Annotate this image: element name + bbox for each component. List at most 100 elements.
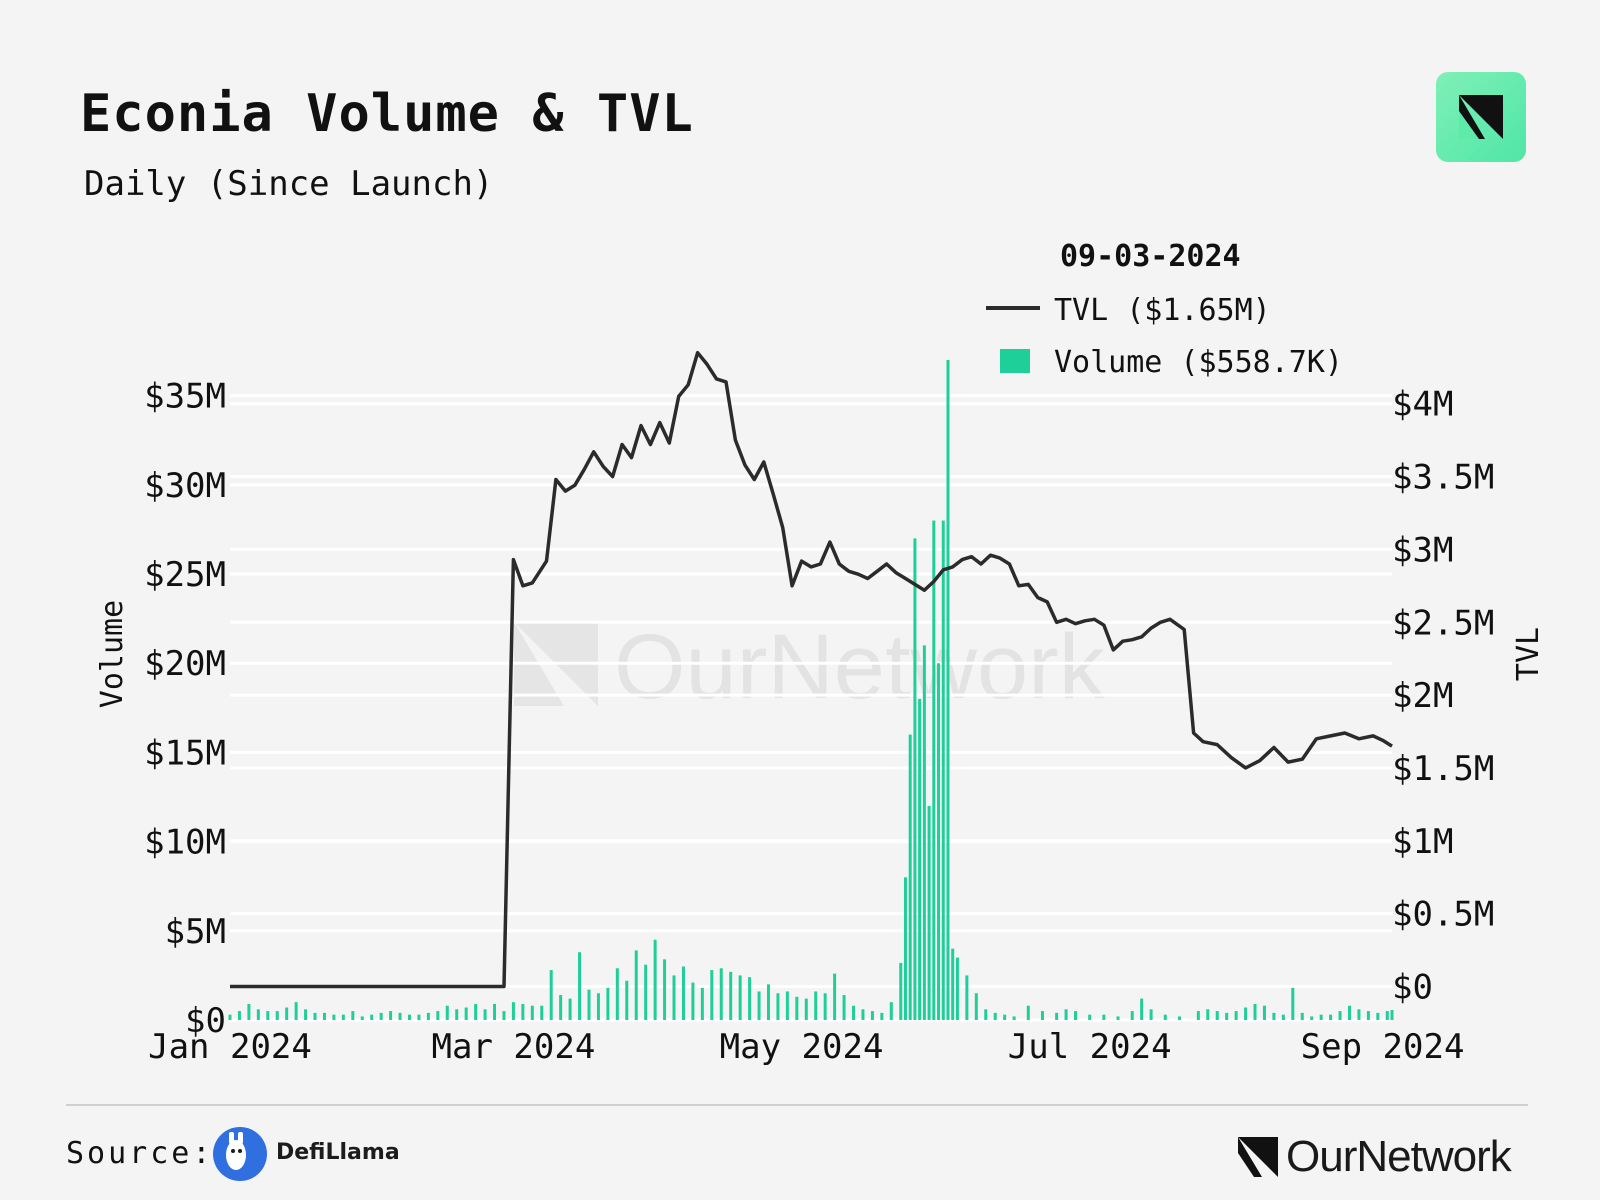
volume-bar: [776, 993, 780, 1020]
volume-bar: [417, 1014, 421, 1020]
x-tick-label: Sep 2024: [1301, 1027, 1465, 1067]
volume-bar: [804, 998, 808, 1020]
volume-bar: [407, 1014, 411, 1020]
volume-bar: [937, 663, 941, 1020]
y-right-tick-label: $1.5M: [1392, 749, 1494, 789]
volume-bar: [540, 1005, 544, 1020]
volume-bar: [596, 993, 600, 1020]
volume-bar: [445, 1005, 449, 1020]
volume-bar: [341, 1014, 345, 1020]
volume-bar: [285, 1007, 289, 1020]
volume-bar: [748, 977, 752, 1020]
volume-bar: [974, 993, 978, 1020]
volume-bar: [568, 998, 572, 1020]
volume-bar: [1074, 1011, 1078, 1020]
footer-brand: OurNetwork: [1238, 1132, 1512, 1182]
volume-bar: [1338, 1011, 1342, 1020]
volume-bar: [1281, 1014, 1285, 1020]
volume-bar: [1206, 1009, 1210, 1020]
volume-bar: [1149, 1009, 1153, 1020]
legend-volume-label: Volume ($558.7K): [1054, 345, 1343, 380]
volume-bar: [1272, 1012, 1276, 1020]
y-right-tick-label: $3M: [1392, 530, 1453, 570]
volume-bar: [1366, 1011, 1370, 1020]
tvl-line: [230, 350, 1393, 989]
volume-bar: [1329, 1014, 1333, 1020]
volume-bar: [1102, 1014, 1106, 1020]
volume-bar: [322, 1012, 326, 1020]
volume-bar: [1319, 1014, 1323, 1020]
axes: $0 $5M $10M $15M $20M $25M $30M $35M $0 $0.5M $1M $…: [144, 377, 1494, 1067]
legend-volume-swatch: [1000, 349, 1030, 373]
y-right-tick-label: $4M: [1392, 385, 1453, 425]
volume-bar: [932, 520, 936, 1020]
x-tick-label: May 2024: [720, 1027, 884, 1067]
y-right-tick-label: $1M: [1392, 822, 1453, 862]
watermark: OurNetwork: [514, 616, 1106, 718]
volume-bar: [578, 952, 582, 1020]
tvl-line-layer: [230, 350, 1393, 989]
y-axis-right-title: TVL: [1511, 627, 1546, 681]
defillama-llama-icon: [213, 1127, 267, 1181]
volume-bar: [474, 1003, 478, 1020]
y-left-tick-label: $30M: [144, 466, 226, 506]
volume-bar: [1347, 1005, 1351, 1020]
volume-bar: [379, 1012, 383, 1020]
volume-bar: [606, 987, 610, 1020]
ournetwork-footer-logo-icon: [1238, 1137, 1278, 1177]
volume-bar: [360, 1016, 364, 1020]
volume-bar: [615, 968, 619, 1020]
y-right-tick-label: $0: [1392, 967, 1433, 1007]
volume-bar: [672, 975, 676, 1020]
volume-bar: [965, 975, 969, 1020]
volume-bar: [1055, 1012, 1059, 1020]
volume-bar: [918, 698, 922, 1020]
x-tick-label: Jul 2024: [1008, 1027, 1172, 1067]
y-right-tick-label: $2M: [1392, 676, 1453, 716]
volume-bar: [927, 805, 931, 1020]
volume-bar: [1357, 1009, 1361, 1020]
volume-bar: [1310, 1016, 1314, 1020]
volume-bar: [483, 1009, 487, 1020]
volume-bar: [908, 734, 912, 1020]
volume-bar: [823, 993, 827, 1020]
volume-bar: [228, 1014, 232, 1020]
volume-bar: [455, 1009, 459, 1020]
volume-bar: [955, 957, 959, 1020]
volume-bar: [1116, 1016, 1120, 1020]
y-axis-left-title: Volume: [95, 600, 130, 708]
volume-bar: [913, 538, 917, 1020]
volume-bar: [922, 645, 926, 1020]
volume-bar: [464, 1007, 468, 1020]
legend-tvl-label: TVL ($1.65M): [1054, 293, 1271, 328]
x-tick-label: Mar 2024: [432, 1027, 596, 1067]
y-left-tick-label: $25M: [144, 555, 226, 595]
volume-bar: [389, 1011, 393, 1020]
volume-bar: [1234, 1011, 1238, 1020]
volume-bar: [861, 1009, 865, 1020]
volume-bar: [502, 1011, 506, 1020]
volume-bar: [766, 984, 770, 1020]
volume-bar: [275, 1011, 279, 1020]
volume-bar: [313, 1012, 317, 1020]
volume-bar: [237, 1011, 241, 1020]
y-left-tick-label: $10M: [144, 823, 226, 863]
gridlines: [230, 394, 1392, 1022]
volume-bar: [757, 991, 761, 1020]
volume-bar: [710, 970, 714, 1020]
volume-bar: [719, 968, 723, 1020]
volume-bar: [903, 877, 907, 1020]
volume-bar: [691, 982, 695, 1020]
volume-bar: [1376, 1012, 1380, 1020]
volume-bar: [785, 991, 789, 1020]
source-name: DefiLlama: [276, 1140, 400, 1165]
volume-bars: [228, 360, 1394, 1020]
volume-bar: [880, 1012, 884, 1020]
volume-bar: [729, 971, 733, 1020]
volume-bar: [993, 1012, 997, 1020]
volume-bar: [1253, 1003, 1257, 1020]
volume-bar: [870, 1011, 874, 1020]
y-right-tick-label: $2.5M: [1392, 603, 1494, 643]
watermark-text: OurNetwork: [614, 616, 1106, 718]
y-left-tick-label: $5M: [165, 912, 226, 952]
